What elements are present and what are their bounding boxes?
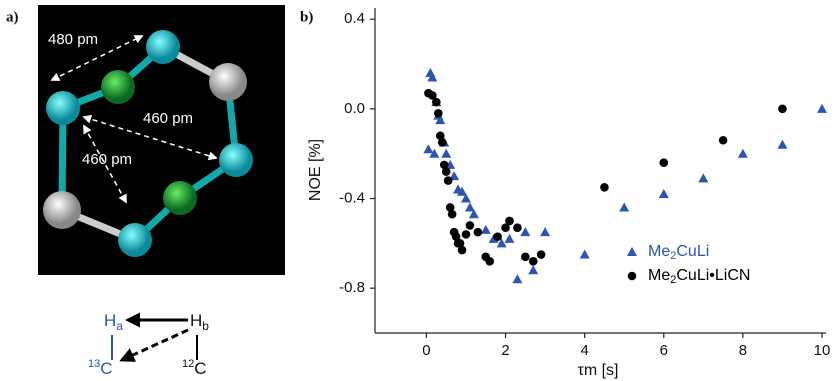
legend-label: Me2CuLi — [648, 243, 709, 262]
data-point — [466, 221, 475, 230]
nmr-diagram — [112, 320, 197, 360]
data-point — [817, 104, 827, 113]
atom-label: Ha — [104, 311, 123, 333]
data-point — [441, 149, 451, 158]
data-point — [458, 246, 467, 255]
panel-label: a) — [6, 9, 19, 25]
mass-number: 13 — [88, 358, 100, 370]
y-tick-label: -0.4 — [339, 189, 365, 206]
data-point — [698, 173, 708, 182]
data-point — [504, 234, 514, 243]
data-point — [513, 223, 522, 232]
data-point — [442, 167, 451, 176]
data-point — [481, 225, 491, 234]
data-point — [580, 250, 590, 259]
data-point — [520, 227, 530, 236]
legend-marker — [628, 272, 637, 281]
data-point — [619, 202, 629, 211]
atom-symbol: C — [100, 359, 112, 378]
y-tick-label: 0.4 — [344, 10, 365, 27]
data-point — [659, 158, 668, 167]
data-point — [444, 176, 453, 185]
data-point — [529, 257, 538, 266]
data-point — [540, 227, 550, 236]
data-point — [423, 144, 433, 153]
y-tick-label: -0.8 — [339, 279, 365, 296]
distance-label: 460 pm — [143, 110, 193, 127]
atom-label: Hb — [190, 311, 209, 333]
data-point — [434, 109, 443, 118]
data-point — [659, 189, 669, 198]
x-axis-label: τm [s] — [578, 362, 619, 379]
x-tick-label: 4 — [580, 342, 588, 359]
data-point — [778, 105, 787, 114]
figure: a) 480 pm 460 pm 460 pm — [0, 0, 836, 381]
atom-subscript: a — [116, 319, 123, 333]
mass-number: 12 — [182, 358, 194, 370]
x-tick-label: 6 — [660, 342, 668, 359]
data-point — [505, 217, 514, 226]
atom-symbol: C — [194, 359, 206, 378]
data-point — [600, 183, 609, 192]
distance-label: 460 pm — [82, 151, 132, 168]
data-point — [493, 232, 502, 241]
panel-label: b) — [300, 9, 313, 25]
atom-symbol: H — [190, 311, 202, 330]
y-axis-label: NOE [%] — [307, 139, 324, 201]
atom-symbol: H — [104, 311, 116, 330]
y-tick-label: 0.0 — [344, 100, 365, 117]
data-point — [528, 265, 538, 274]
data-point — [738, 149, 748, 158]
data-point — [448, 210, 457, 219]
x-tick-label: 0 — [422, 342, 430, 359]
distance-label: 480 pm — [48, 31, 98, 48]
data-point — [438, 138, 447, 147]
atom-label: 13C — [88, 358, 113, 379]
data-point — [485, 257, 494, 266]
x-tick-label: 2 — [501, 342, 509, 359]
legend-text-part: Me — [648, 267, 670, 284]
legend-marker — [627, 247, 637, 256]
data-point — [432, 98, 441, 107]
atom-label: 12C — [182, 358, 207, 379]
data-point — [474, 228, 483, 237]
data-point — [719, 136, 728, 145]
data-point — [462, 230, 471, 239]
data-point — [777, 140, 787, 149]
x-tick-label: 8 — [739, 342, 747, 359]
x-tick-label: 10 — [814, 342, 831, 359]
legend-label: Me2CuLi•LiCN — [648, 267, 750, 286]
legend-text-part: CuLi — [676, 243, 709, 260]
data-point — [537, 250, 546, 259]
legend-text-part: CuLi•LiCN — [676, 267, 750, 284]
atom-subscript: b — [202, 319, 209, 333]
data-point — [521, 252, 530, 261]
legend-text-part: Me — [648, 243, 670, 260]
data-point — [512, 274, 522, 283]
